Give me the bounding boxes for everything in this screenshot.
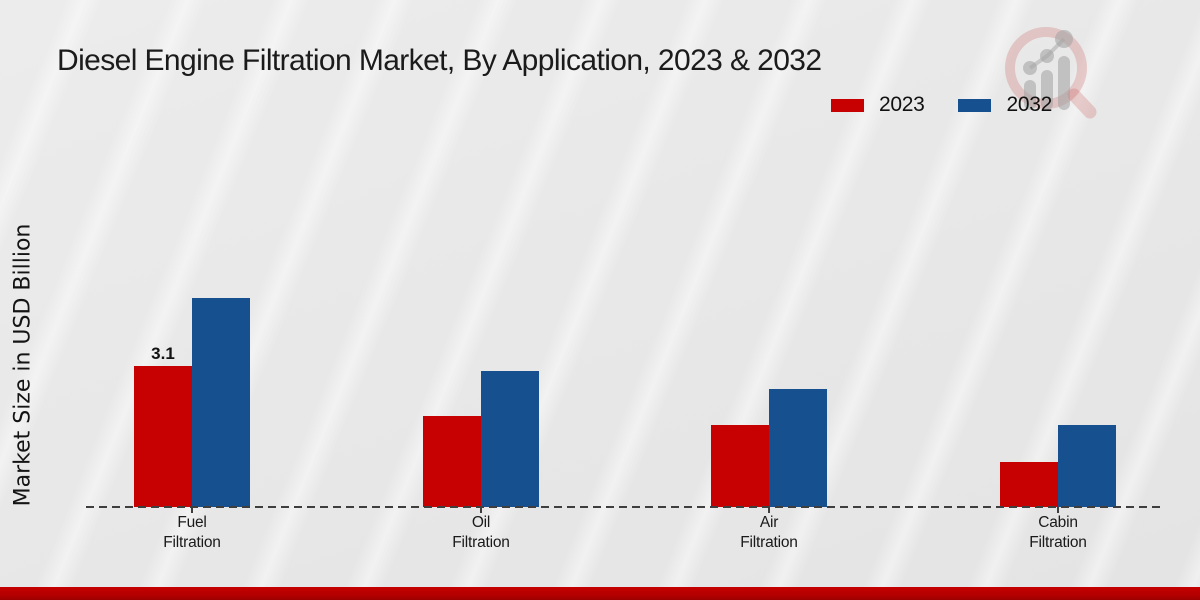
bar-2023-air-filtration <box>711 425 769 507</box>
footer-accent-bar <box>0 587 1200 600</box>
x-axis-tick <box>191 507 193 513</box>
chart-legend: 2023 2032 <box>830 93 1052 117</box>
bar-2032-air-filtration <box>769 388 827 507</box>
legend-swatch-2023 <box>830 98 864 112</box>
bar-2032-oil-filtration <box>481 370 539 507</box>
x-axis-tick <box>1057 507 1059 513</box>
x-axis-tick <box>768 507 770 513</box>
bar-2023-oil-filtration <box>423 416 481 507</box>
bar-value-label: 3.1 <box>151 343 175 363</box>
legend-label-2032: 2032 <box>1006 93 1052 116</box>
bar-2023-cabin-filtration <box>1000 461 1058 507</box>
category-label-oil-filtration: Oil Filtration <box>452 514 510 552</box>
x-axis-baseline <box>86 506 1163 508</box>
legend-item-2023: 2023 <box>830 93 925 117</box>
category-label-fuel-filtration: Fuel Filtration <box>163 514 221 552</box>
x-axis-tick <box>480 507 482 513</box>
chart-title: Diesel Engine Filtration Market, By Appl… <box>57 44 822 77</box>
legend-item-2032: 2032 <box>958 93 1052 117</box>
category-label-cabin-filtration: Cabin Filtration <box>1029 514 1087 552</box>
bar-2032-fuel-filtration <box>192 297 250 507</box>
legend-swatch-2032 <box>958 98 992 112</box>
bar-2023-fuel-filtration <box>134 365 192 507</box>
bar-2032-cabin-filtration <box>1058 425 1116 507</box>
category-label-air-filtration: Air Filtration <box>740 514 798 552</box>
legend-label-2023: 2023 <box>878 93 925 116</box>
